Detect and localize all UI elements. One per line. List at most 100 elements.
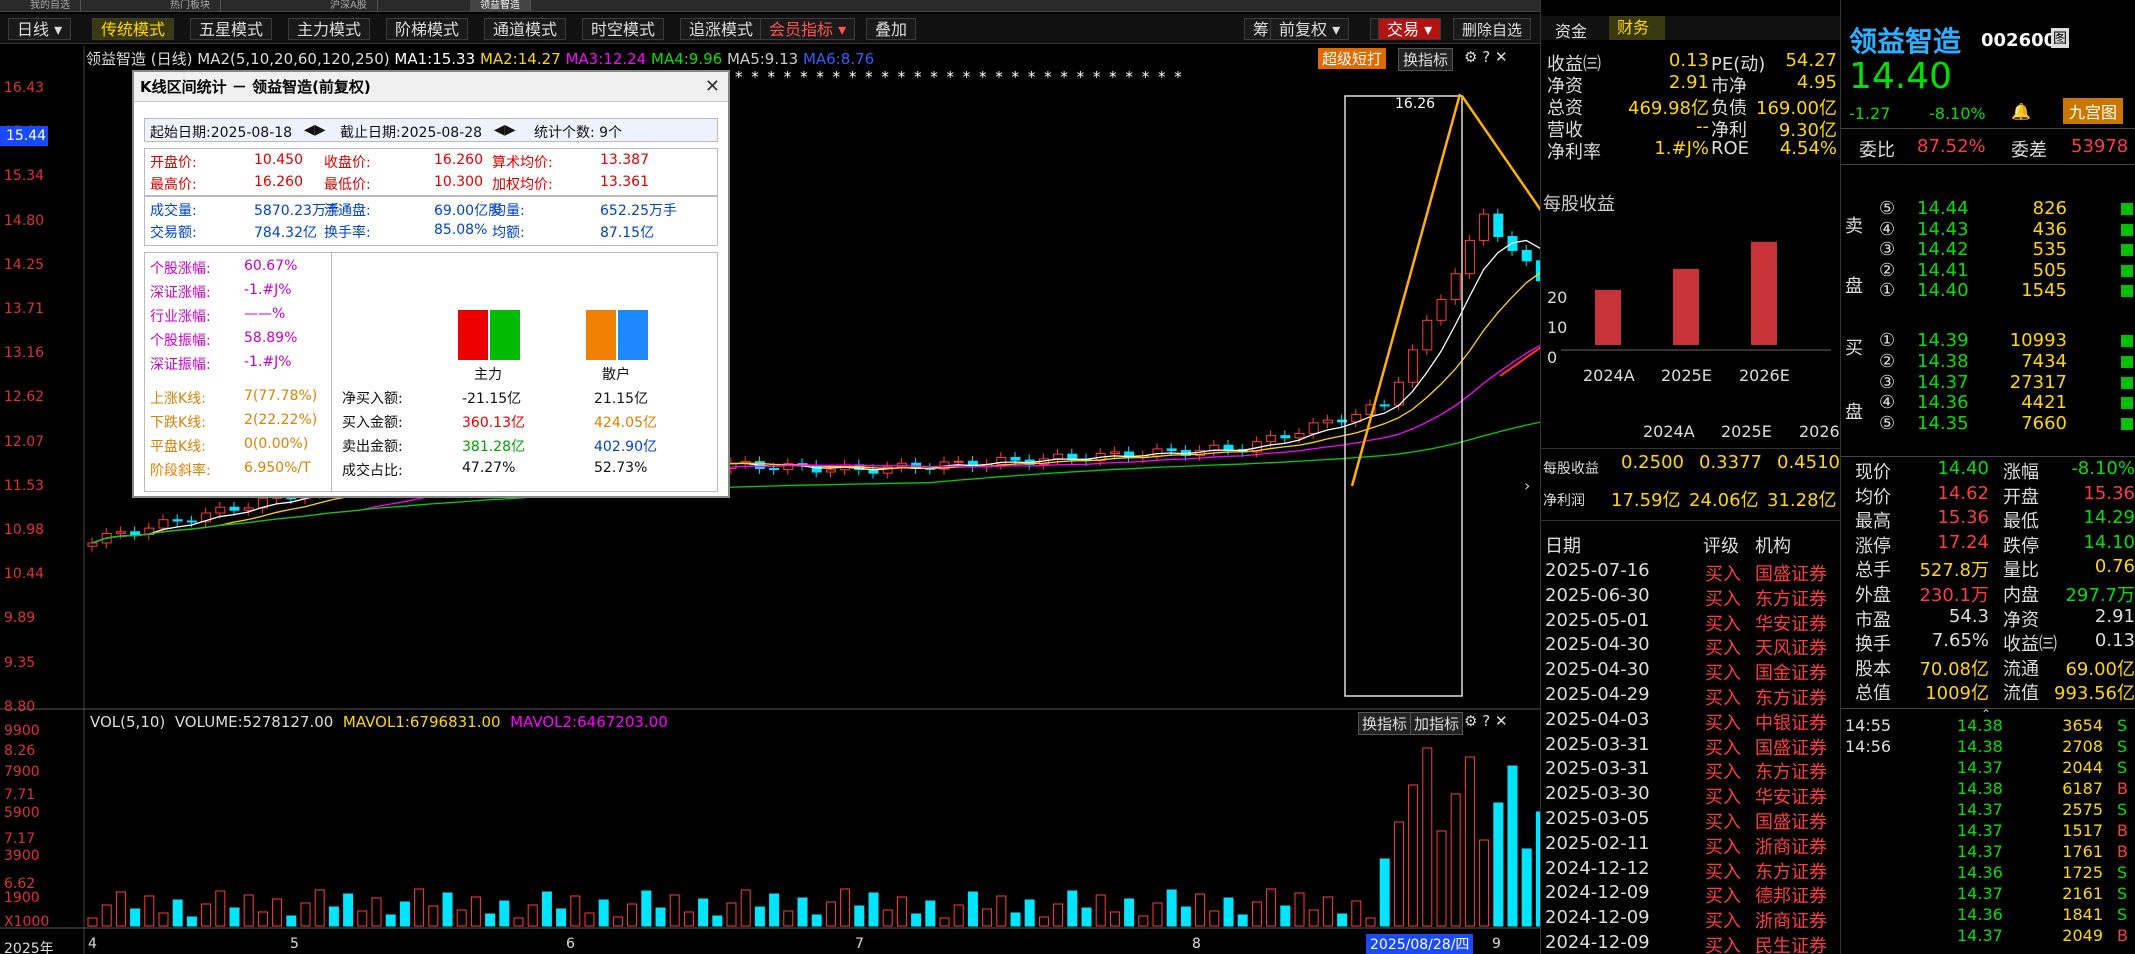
rating-date: 2025-04-03 — [1545, 708, 1650, 730]
kline-settings-icon[interactable]: ⚙ ? ✕ — [1464, 48, 1508, 66]
volume-bar — [243, 894, 254, 927]
webi-value: 87.52% — [1917, 136, 1986, 157]
vol-add-indicator-button[interactable]: 加指标 — [1410, 712, 1464, 735]
kline-count-label: 上涨K线: — [150, 391, 206, 407]
trade-button[interactable]: 交易 ▾ — [1378, 18, 1442, 40]
tick-volume: 1761 — [2062, 842, 2103, 861]
rating-date: 2025-04-29 — [1545, 684, 1650, 705]
kline-switch-indicator-button[interactable]: 换指标 — [1398, 48, 1454, 71]
mavol2-label: MAVOL2:6467203.00 — [510, 713, 668, 731]
bell-icon[interactable]: 🔔 — [2011, 102, 2031, 121]
mode-chase[interactable]: 追涨模式 — [680, 18, 763, 40]
tab-a-shares[interactable]: 沪深A股 — [320, 0, 378, 12]
rating-org[interactable]: 天风证券 — [1755, 638, 1827, 660]
rating-value: 买入 — [1705, 911, 1741, 933]
volume-bar — [556, 908, 567, 927]
sell-price[interactable]: 14.44 — [1917, 198, 1969, 219]
rating-org[interactable]: 东方证券 — [1755, 762, 1827, 784]
quote-stat-value: 54.3 — [1948, 605, 1989, 627]
rating-org[interactable]: 东方证券 — [1755, 861, 1827, 883]
expand-up-icon[interactable]: ⌃ — [1981, 707, 1992, 721]
buy-price[interactable]: 14.35 — [1917, 413, 1969, 435]
super-short-button[interactable]: 超级短打 — [1318, 48, 1387, 69]
tab-hot-sectors[interactable]: 热门板块 — [160, 0, 221, 12]
buy-price[interactable]: 14.36 — [1917, 392, 1969, 414]
mode-five-star[interactable]: 五星模式 — [190, 18, 273, 40]
tick-side: S — [2117, 737, 2128, 756]
tab-watchlist[interactable]: 我的自选 — [20, 0, 81, 12]
candle-body — [1223, 444, 1234, 451]
close-icon[interactable]: ✕ — [704, 76, 720, 97]
volume-bar — [1124, 898, 1135, 927]
tick-side: S — [2117, 863, 2128, 882]
sell-price[interactable]: 14.43 — [1917, 218, 1969, 240]
candle-body — [1152, 448, 1163, 457]
rating-org[interactable]: 国盛证券 — [1755, 564, 1827, 585]
fin-label: 总资 — [1547, 98, 1583, 119]
stat-label: 算术均价: — [492, 155, 553, 171]
chart-tag-icon[interactable]: 图 — [2051, 28, 2069, 48]
stat-value: 16.260 — [254, 174, 303, 190]
rating-org[interactable]: 华安证券 — [1755, 613, 1827, 635]
tab-funds[interactable]: 资金 — [1555, 22, 1588, 41]
tab-finance[interactable]: 财务 — [1609, 16, 1665, 40]
mode-ladder[interactable]: 阶梯模式 — [386, 18, 469, 40]
rating-org[interactable]: 国盛证券 — [1755, 812, 1827, 833]
tick-volume: 2049 — [2062, 926, 2103, 945]
overlay-button[interactable]: 叠加 — [866, 18, 917, 40]
start-date: 起始日期:2025-08-18 — [150, 125, 293, 141]
x-axis-year: 2025年 — [4, 941, 54, 954]
rating-org[interactable]: 中银证券 — [1755, 712, 1827, 734]
buy-price[interactable]: 14.38 — [1917, 350, 1969, 372]
volume-bar — [470, 896, 481, 927]
rating-org[interactable]: 国金证券 — [1755, 663, 1827, 685]
collapse-arrow-icon[interactable]: › — [1524, 476, 1531, 495]
start-date-arrows-icon[interactable]: ◀▶ — [304, 122, 326, 138]
end-date-arrows-icon[interactable]: ◀▶ — [494, 122, 516, 138]
rating-org[interactable]: 浙商证券 — [1755, 911, 1827, 933]
nine-grid-button[interactable]: 九宫图 — [2063, 98, 2124, 124]
rating-org[interactable]: 浙商证券 — [1755, 836, 1827, 858]
quote-stat-label2: 最低 — [2003, 511, 2039, 533]
mode-main-force[interactable]: 主力模式 — [288, 18, 371, 40]
sell-price[interactable]: 14.40 — [1917, 280, 1969, 301]
financial-panel: 资金 财务 收益㈢ 0.13 PE(动) 54.27 净资 2.91 市净 4.95 总资 469… — [1540, 0, 1850, 954]
main-buy-bar — [458, 310, 488, 360]
retail-sell-bar — [618, 310, 648, 360]
interval-stats-dialog[interactable]: K线区间统计 － 领益智造(前复权) ✕ 起始日期:2025-08-18 ◀▶ … — [132, 70, 730, 498]
sell-price[interactable]: 14.42 — [1917, 239, 1969, 260]
quote-stat-label2: 量比 — [2003, 560, 2039, 582]
candle-body — [1436, 299, 1447, 321]
mode-traditional[interactable]: 传统模式 — [92, 18, 175, 40]
tab-stock[interactable]: 领益智造 — [470, 0, 531, 12]
mode-channel[interactable]: 通道模式 — [484, 18, 567, 40]
x-month-5: 5 — [290, 936, 299, 952]
fuquan-select[interactable]: 前复权 ▾ — [1270, 18, 1350, 40]
rating-org[interactable]: 德邦证券 — [1755, 886, 1827, 908]
vol-title: VOL(5,10) — [90, 713, 166, 731]
rating-org[interactable]: 国盛证券 — [1755, 737, 1827, 759]
rating-value: 买入 — [1705, 886, 1741, 908]
rating-org[interactable]: 东方证券 — [1755, 688, 1827, 709]
rating-org[interactable]: 华安证券 — [1755, 787, 1827, 809]
volume-bar — [1408, 784, 1419, 927]
volume-bar — [1507, 765, 1518, 927]
buy-price[interactable]: 14.39 — [1917, 330, 1969, 351]
rating-org[interactable]: 东方证券 — [1755, 588, 1827, 610]
rating-org[interactable]: 民生证券 — [1755, 936, 1827, 954]
stat-label: 加权均价: — [492, 177, 553, 193]
period-select[interactable]: 日线 ▾ — [8, 18, 72, 40]
member-indicator-button[interactable]: 会员指标 ▾ — [760, 18, 856, 40]
volume-bar — [414, 888, 425, 927]
fin-label2: ROE — [1711, 138, 1750, 159]
fuquan-label: 前复权 — [1279, 20, 1328, 39]
quote-stat-value: 1009亿 — [1925, 683, 1989, 705]
delete-watchlist-button[interactable]: 删除自选 — [1453, 18, 1532, 40]
sell-price[interactable]: 14.41 — [1917, 259, 1969, 281]
buy-price[interactable]: 14.37 — [1917, 371, 1969, 393]
candle-body — [1479, 213, 1490, 241]
flow-label: 买入金额: — [342, 415, 403, 431]
vol-settings-icon[interactable]: ⚙ ? ✕ — [1464, 712, 1508, 730]
vol-switch-indicator-button[interactable]: 换指标 — [1358, 712, 1412, 735]
mode-spacetime[interactable]: 时空模式 — [582, 18, 665, 40]
